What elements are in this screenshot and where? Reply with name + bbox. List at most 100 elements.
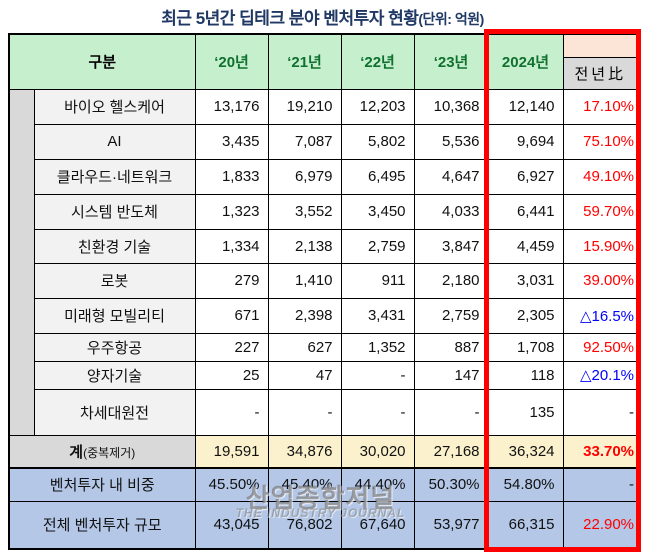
header-yoy-label: 전년比 <box>564 56 638 88</box>
value-cell: 3,450 <box>340 193 415 230</box>
value-cell: 227 <box>194 332 269 362</box>
value-cell: 1,352 <box>340 332 415 362</box>
share-value-2020: 45.50% <box>194 467 269 502</box>
category-cell: 로봇 <box>33 262 196 299</box>
value-cell: 1,410 <box>267 262 342 299</box>
value-cell: 147 <box>413 360 489 390</box>
value-cell: 671 <box>194 297 269 334</box>
total-vc-value-2023: 53,977 <box>413 500 489 550</box>
value-cell: 13,176 <box>194 88 269 125</box>
value-cell: 279 <box>194 262 269 299</box>
row-group-strip <box>8 88 35 436</box>
value-cell: - <box>340 360 415 390</box>
value-cell: 6,495 <box>340 158 415 195</box>
total-value-2024: 36,324 <box>487 434 564 469</box>
value-cell: 19,210 <box>267 88 342 125</box>
value-cell: 4,033 <box>413 193 489 230</box>
total-label-sub: (중복제거) <box>83 445 136 460</box>
value-cell: 3,031 <box>487 262 564 299</box>
value-cell: 47 <box>267 360 342 390</box>
value-cell: 4,459 <box>487 228 564 264</box>
deeptech-row: 클라우드·네트워크 1,833 6,979 6,495 4,647 6,927 49.10% <box>9 158 639 195</box>
deeptech-row: 차세대원전 - - - -135- <box>9 388 639 436</box>
header-yoy-cell: 전년比 <box>562 33 639 90</box>
header-row: 구분 ‘20년 ‘21년 ‘22년 ‘23년 2024년 전년比 <box>8 33 639 90</box>
total-vc-value-2020: 43,045 <box>194 500 269 550</box>
yoy-cell: 15.90% <box>562 228 639 264</box>
category-cell: 미래형 모빌리티 <box>33 297 196 334</box>
total-value-2023: 27,168 <box>413 434 489 469</box>
value-cell: 1,334 <box>194 228 269 264</box>
share-value-2023: 50.30% <box>413 467 489 502</box>
total-vc-row: 전체 벤처투자 규모 43,045 76,802 67,640 53,977 6… <box>8 500 639 550</box>
value-cell: - <box>267 388 342 436</box>
header-year-2024: 2024년 <box>487 33 564 90</box>
value-cell: 12,140 <box>487 88 564 125</box>
value-cell: 3,431 <box>340 297 415 334</box>
value-cell: 627 <box>267 332 342 362</box>
header-year-2021: ‘21년 <box>267 33 342 90</box>
total-vc-yoy: 22.90% <box>562 500 639 550</box>
total-label-main: 계 <box>69 443 84 461</box>
total-vc-value-2022: 67,640 <box>340 500 415 550</box>
total-vc-value-2021: 76,802 <box>267 500 342 550</box>
value-cell: 3,552 <box>267 193 342 230</box>
value-cell: 3,435 <box>194 123 269 160</box>
value-cell: 6,441 <box>487 193 564 230</box>
share-value-2024: 54.80% <box>487 467 564 502</box>
value-cell: - <box>413 388 489 436</box>
value-cell: 6,979 <box>267 158 342 195</box>
yoy-cell: 17.10% <box>562 88 639 125</box>
deeptech-rows: 바이오 헬스케어 13,176 19,210 12,203 10,368 12,140 17… <box>8 88 639 436</box>
summary-rows: 계(중복제거) 19,591 34,876 30,020 27,168 36,3… <box>8 434 639 550</box>
value-cell: 3,847 <box>413 228 489 264</box>
value-cell: 2,138 <box>267 228 342 264</box>
value-cell: - <box>194 388 269 436</box>
value-cell: 2,759 <box>413 297 489 334</box>
value-cell: 5,536 <box>413 123 489 160</box>
value-cell: 887 <box>413 332 489 362</box>
total-vc-value-2024: 66,315 <box>487 500 564 550</box>
value-cell: 2,305 <box>487 297 564 334</box>
share-yoy: - <box>562 467 639 502</box>
category-cell: 친환경 기술 <box>33 228 196 264</box>
share-row: 벤처투자 내 비중 45.50% 45.40% 44.40% 50.30% 54… <box>8 467 639 502</box>
total-value-2022: 30,020 <box>340 434 415 469</box>
header-year-2022: ‘22년 <box>340 33 415 90</box>
deeptech-row: 시스템 반도체 1,323 3,552 3,450 4,033 6,441 59.70% <box>9 193 639 230</box>
value-cell: 118 <box>487 360 564 390</box>
value-cell: 25 <box>194 360 269 390</box>
value-cell: 4,647 <box>413 158 489 195</box>
value-cell: 12,203 <box>340 88 415 125</box>
category-cell: 시스템 반도체 <box>33 193 196 230</box>
category-cell: AI <box>33 123 196 160</box>
value-cell: 7,087 <box>267 123 342 160</box>
value-cell: 6,927 <box>487 158 564 195</box>
value-cell: 1,833 <box>194 158 269 195</box>
share-value-2021: 45.40% <box>267 467 342 502</box>
value-cell: 2,398 <box>267 297 342 334</box>
page-title-unit: (단위: 억원) <box>418 11 484 27</box>
page-title: 최근 5년간 딥테크 분야 벤처투자 현황(단위: 억원) <box>0 4 645 29</box>
yoy-cell: 92.50% <box>562 332 639 362</box>
value-cell: 911 <box>340 262 415 299</box>
category-cell: 바이오 헬스케어 <box>33 88 196 125</box>
share-value-2022: 44.40% <box>340 467 415 502</box>
total-yoy: 33.70% <box>562 434 639 469</box>
yoy-cell: 75.10% <box>562 123 639 160</box>
category-cell: 차세대원전 <box>33 388 196 436</box>
deeptech-row: AI 3,435 7,087 5,802 5,536 9,694 75.10% <box>9 123 639 160</box>
yoy-cell: △16.5% <box>562 297 639 334</box>
deeptech-row: 바이오 헬스케어 13,176 19,210 12,203 10,368 12,140 17… <box>8 88 639 436</box>
value-cell: 5,802 <box>340 123 415 160</box>
total-value-2021: 34,876 <box>267 434 342 469</box>
value-cell: 135 <box>487 388 564 436</box>
deeptech-row: 로봇 279 1,410 911 2,180 3,031 39.00% <box>9 262 639 299</box>
value-cell: 10,368 <box>413 88 489 125</box>
category-cell: 우주항공 <box>33 332 196 362</box>
value-cell: 2,180 <box>413 262 489 299</box>
yoy-cell: - <box>562 388 639 436</box>
deeptech-row: 양자기술 25 47-147 118 △20.1% <box>9 360 639 390</box>
yoy-cell: 49.10% <box>562 158 639 195</box>
